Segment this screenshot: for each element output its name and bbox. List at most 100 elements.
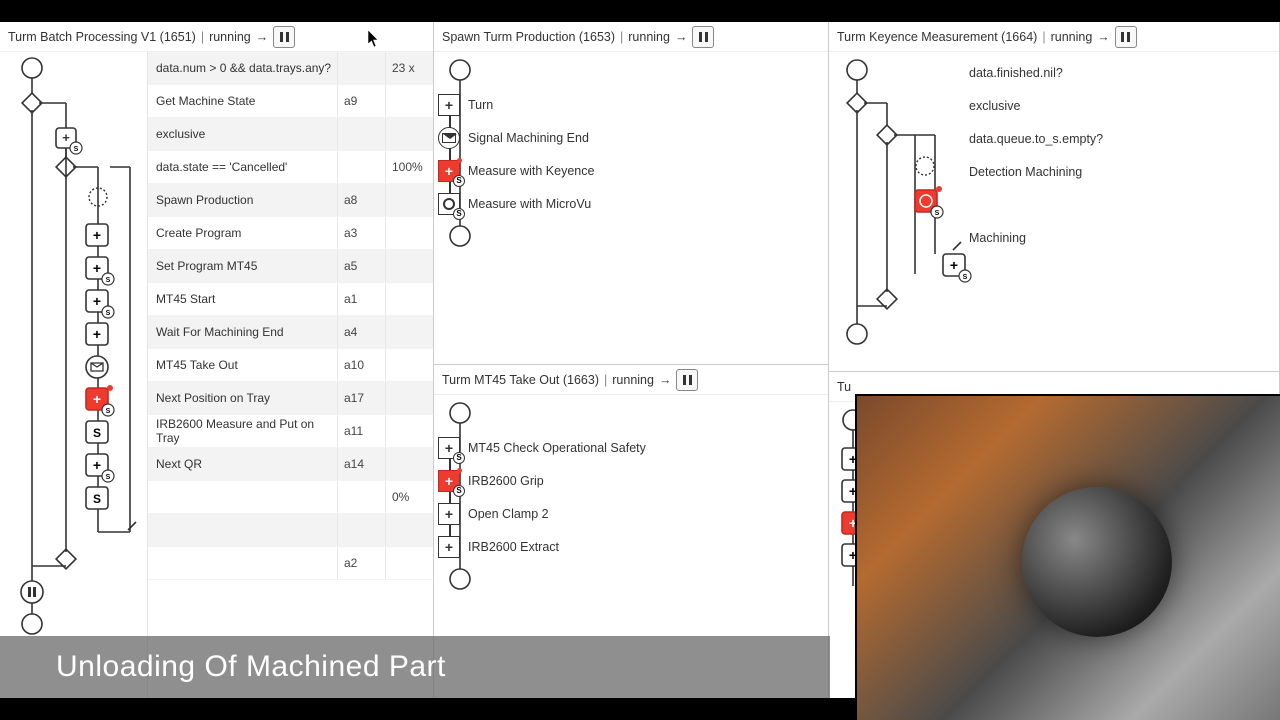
step-row[interactable]: Create Programa3 bbox=[148, 217, 433, 250]
panel-spawn-production: Spawn Turm Production (1653) | running →… bbox=[434, 22, 829, 365]
step-text: Turn bbox=[468, 98, 493, 112]
step-code: a17 bbox=[337, 382, 385, 414]
step-text: IRB2600 Extract bbox=[468, 540, 559, 554]
pause-button[interactable] bbox=[273, 26, 295, 48]
step-row[interactable]: exclusive bbox=[148, 118, 433, 151]
svg-text:S: S bbox=[106, 277, 111, 284]
step-code: a4 bbox=[337, 316, 385, 348]
step-label: Set Program MT45 bbox=[148, 259, 337, 273]
step-list: S MT45 Check Operational Safety S IRB2600 G… bbox=[438, 431, 646, 563]
panel-body: S + S data.finished.nil?exclusivedata.qu… bbox=[829, 52, 1279, 371]
step-row[interactable]: data.state == 'Cancelled'100% bbox=[148, 151, 433, 184]
svg-text:+: + bbox=[62, 130, 70, 145]
step-node-icon: S bbox=[438, 160, 460, 182]
panel-title: Turm MT45 Take Out (1663) bbox=[442, 373, 599, 387]
svg-text:S: S bbox=[106, 474, 111, 481]
step-item[interactable]: SMeasure with MicroVu bbox=[438, 187, 594, 220]
step-label: Next QR bbox=[148, 457, 337, 471]
step-row[interactable]: Get Machine Statea9 bbox=[148, 85, 433, 118]
step-text: MT45 Check Operational Safety bbox=[468, 441, 646, 455]
step-metric: 100% bbox=[385, 151, 433, 183]
step-row[interactable]: 0% bbox=[148, 481, 433, 514]
step-item[interactable]: S IRB2600 Grip bbox=[438, 464, 646, 497]
step-item[interactable]: S Measure with Keyence bbox=[438, 154, 594, 187]
caption-overlay: Unloading Of Machined Part bbox=[0, 636, 830, 698]
step-label: exclusive bbox=[969, 89, 1271, 122]
step-text: IRB2600 Grip bbox=[468, 474, 544, 488]
step-row[interactable]: IRB2600 Measure and Put on Traya11 bbox=[148, 415, 433, 448]
step-code bbox=[337, 481, 385, 513]
step-item[interactable]: Signal Machining End bbox=[438, 121, 594, 154]
step-item[interactable]: S MT45 Check Operational Safety bbox=[438, 431, 646, 464]
step-metric bbox=[385, 382, 433, 414]
panel-batch-processing: Turm Batch Processing V1 (1651) | runnin… bbox=[0, 22, 434, 698]
step-metric bbox=[385, 547, 433, 579]
step-node-icon: S bbox=[438, 470, 460, 492]
svg-text:S: S bbox=[935, 210, 940, 217]
step-node-icon: S bbox=[438, 437, 460, 459]
step-label: MT45 Take Out bbox=[148, 358, 337, 372]
step-metric: 0% bbox=[385, 481, 433, 513]
step-metric bbox=[385, 514, 433, 546]
pause-button[interactable] bbox=[1115, 26, 1137, 48]
step-label: Spawn Production bbox=[148, 193, 337, 207]
separator: | bbox=[201, 30, 204, 44]
step-row[interactable]: MT45 Take Outa10 bbox=[148, 349, 433, 382]
separator: | bbox=[620, 30, 623, 44]
step-row[interactable]: a2 bbox=[148, 547, 433, 580]
step-label: Next Position on Tray bbox=[148, 391, 337, 405]
step-row[interactable]: Next QRa14 bbox=[148, 448, 433, 481]
step-metric bbox=[385, 184, 433, 216]
step-label: MT45 Start bbox=[148, 292, 337, 306]
panel-header: Spawn Turm Production (1653) | running → bbox=[434, 22, 828, 52]
step-label: Wait For Machining End bbox=[148, 325, 337, 339]
status-label: running bbox=[612, 373, 654, 387]
panel-title: Turm Keyence Measurement (1664) bbox=[837, 30, 1037, 44]
svg-text:+: + bbox=[950, 257, 958, 273]
step-metric bbox=[385, 283, 433, 315]
step-metric: 23 x bbox=[385, 52, 433, 84]
panel-title: Spawn Turm Production (1653) bbox=[442, 30, 615, 44]
step-label: data.queue.to_s.empty? bbox=[969, 122, 1271, 155]
step-text: Measure with Keyence bbox=[468, 164, 594, 178]
arrow-icon: → bbox=[675, 30, 688, 44]
step-metric bbox=[385, 316, 433, 348]
step-item[interactable]: Open Clamp 2 bbox=[438, 497, 646, 530]
step-row[interactable]: Set Program MT45a5 bbox=[148, 250, 433, 283]
step-metric bbox=[385, 118, 433, 150]
step-label: IRB2600 Measure and Put on Tray bbox=[148, 417, 337, 445]
step-code: a5 bbox=[337, 250, 385, 282]
svg-text:S: S bbox=[106, 310, 111, 317]
steps-table: data.num > 0 && data.trays.any?23 xGet M… bbox=[148, 52, 433, 698]
svg-text:+: + bbox=[93, 391, 101, 407]
step-row[interactable]: Next Position on Traya17 bbox=[148, 382, 433, 415]
panel-title: Turm Batch Processing V1 (1651) bbox=[8, 30, 196, 44]
panel-keyence: Turm Keyence Measurement (1664) | runnin… bbox=[829, 22, 1280, 372]
svg-text:+: + bbox=[93, 227, 101, 243]
panel-header: Turm Batch Processing V1 (1651) | runnin… bbox=[0, 22, 433, 52]
step-node-icon bbox=[438, 536, 460, 558]
step-code bbox=[337, 118, 385, 150]
svg-text:S: S bbox=[93, 426, 101, 440]
step-row[interactable]: Wait For Machining Enda4 bbox=[148, 316, 433, 349]
flowchart-area: + S + +S +S + bbox=[0, 52, 148, 698]
step-metric bbox=[385, 85, 433, 117]
step-item[interactable]: IRB2600 Extract bbox=[438, 530, 646, 563]
step-code bbox=[337, 151, 385, 183]
step-node-icon bbox=[438, 127, 460, 149]
pause-button[interactable] bbox=[676, 369, 698, 391]
step-row[interactable] bbox=[148, 514, 433, 547]
separator: | bbox=[1042, 30, 1045, 44]
panel-body: Turn Signal Machining End S Measure with Ke… bbox=[434, 52, 828, 364]
step-row[interactable]: Spawn Productiona8 bbox=[148, 184, 433, 217]
pause-button[interactable] bbox=[692, 26, 714, 48]
flow-diagram: S + S bbox=[835, 54, 975, 371]
arrow-icon: → bbox=[256, 30, 269, 44]
step-code: a1 bbox=[337, 283, 385, 315]
step-code bbox=[337, 52, 385, 84]
step-label: exclusive bbox=[148, 127, 337, 141]
step-row[interactable]: MT45 Starta1 bbox=[148, 283, 433, 316]
step-node-icon bbox=[438, 94, 460, 116]
step-row[interactable]: data.num > 0 && data.trays.any?23 x bbox=[148, 52, 433, 85]
step-item[interactable]: Turn bbox=[438, 88, 594, 121]
